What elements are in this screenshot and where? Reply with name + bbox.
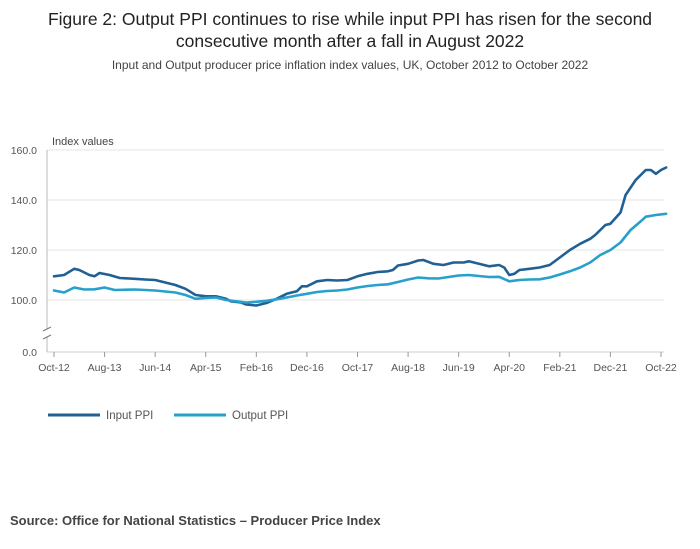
axis-break-mark	[42, 326, 52, 332]
x-tick-label: Dec-21	[593, 362, 627, 374]
y-tick-label: 140.0	[11, 195, 37, 207]
x-tick-label: Aug-13	[88, 362, 122, 374]
x-tick-label: Oct-12	[38, 362, 70, 374]
legend-label-input: Input PPI	[106, 410, 153, 422]
x-tick-label: Feb-21	[543, 362, 576, 374]
axis-break-mark	[42, 334, 52, 340]
source-note: Source: Office for National Statistics –…	[10, 513, 381, 528]
y-tick-label-zero: 0.0	[22, 347, 37, 359]
chart-title: Figure 2: Output PPI continues to rise w…	[47, 9, 653, 51]
y-axis-label: Index values	[52, 136, 114, 148]
x-tick-label: Feb-16	[240, 362, 273, 374]
y-tick-label: 120.0	[11, 245, 37, 257]
x-tick-label: Apr-20	[493, 362, 525, 374]
x-tick-label: Oct-17	[342, 362, 374, 374]
x-tick-label: Jun-19	[443, 362, 475, 374]
chart-subtitle: Input and Output producer price inflatio…	[111, 58, 589, 72]
series-line-output	[52, 212, 668, 304]
x-tick-label: Jun-14	[139, 362, 171, 374]
x-tick-label: Dec-16	[290, 362, 324, 374]
x-axis: Oct-12 Aug-13 Jun-14 Apr-15 Feb-16 Dec-16 Oct-…	[38, 150, 677, 374]
y-tick-label: 100.0	[11, 295, 37, 307]
x-tick-label: Apr-15	[190, 362, 222, 374]
legend-label-output: Output PPI	[232, 410, 288, 422]
y-tick-label: 160.0	[11, 145, 37, 157]
x-tick-label: Aug-18	[391, 362, 425, 374]
x-tick-label: Oct-22	[645, 362, 677, 374]
gridlines	[47, 149, 664, 353]
series-lines	[52, 166, 668, 307]
legend: Input PPI Output PPI	[48, 410, 288, 422]
y-axis-ticks: 160.0 140.0 120.0 100.0 0.0	[11, 145, 37, 359]
series-line-input	[52, 166, 668, 307]
